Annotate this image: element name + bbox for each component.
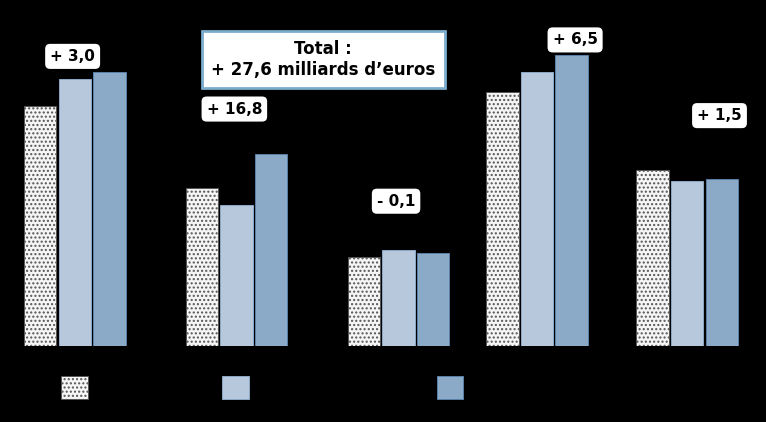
Text: + 1,5: + 1,5 <box>697 108 741 123</box>
Bar <box>637 170 669 346</box>
Text: + 16,8: + 16,8 <box>207 102 262 116</box>
Bar <box>221 205 253 346</box>
Text: - 0,1: - 0,1 <box>377 194 415 209</box>
Bar <box>59 78 91 346</box>
Bar <box>255 154 287 346</box>
Bar <box>417 253 449 346</box>
Bar <box>671 181 703 346</box>
Bar <box>186 188 218 346</box>
Bar <box>25 106 57 346</box>
Bar <box>705 179 738 346</box>
Text: + 6,5: + 6,5 <box>552 32 597 47</box>
Text: Total :
+ 27,6 milliards d’euros: Total : + 27,6 milliards d’euros <box>211 40 435 79</box>
Bar <box>486 92 519 346</box>
Bar <box>348 257 380 346</box>
Bar <box>382 250 414 346</box>
Bar <box>555 55 588 346</box>
Bar <box>521 72 553 346</box>
Bar <box>93 72 126 346</box>
Text: + 3,0: + 3,0 <box>51 49 95 64</box>
